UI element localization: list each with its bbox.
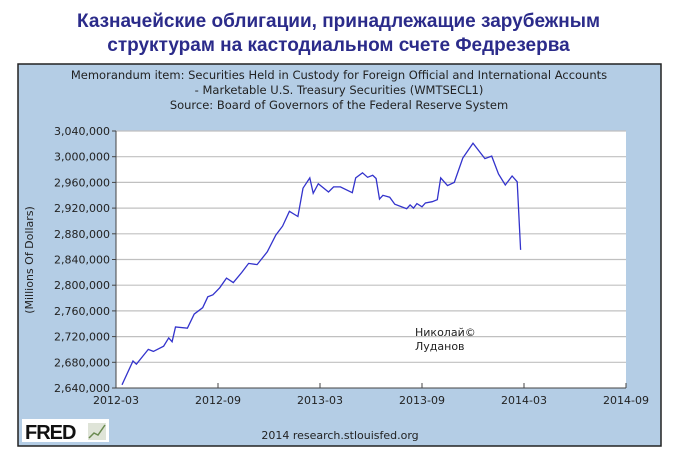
y-tick-label: 2,680,000: [54, 356, 110, 369]
annotation-line-1: Николай©: [415, 326, 476, 339]
page-title-line-1: Казначейские облигации, принадлежащие за…: [76, 11, 600, 32]
y-tick-label: 2,640,000: [54, 382, 110, 395]
x-tick-label: 2013-09: [399, 394, 445, 407]
y-tick-label: 2,800,000: [54, 279, 110, 292]
fred-logo[interactable]: FRED: [22, 419, 109, 444]
chart-title-line-1: Memorandum item: Securities Held in Cust…: [71, 68, 607, 82]
y-tick-label: 3,000,000: [54, 151, 110, 164]
y-tick-label: 2,920,000: [54, 202, 110, 215]
x-tick-label: 2012-03: [93, 394, 139, 407]
x-tick-label: 2014-03: [501, 394, 547, 407]
y-tick-label: 2,840,000: [54, 254, 110, 267]
page-title-line-2: структурам на кастодиальном счете Федрез…: [107, 35, 570, 56]
fred-logo-text: FRED: [25, 422, 76, 444]
y-tick-label: 2,880,000: [54, 228, 110, 241]
annotation-line-2: Луданов: [415, 340, 465, 353]
y-axis-label: (Millions Of Dollars): [23, 206, 36, 314]
chart-source: Source: Board of Governors of the Federa…: [170, 98, 508, 112]
y-tick-label: 2,760,000: [54, 305, 110, 318]
y-tick-label: 2,960,000: [54, 176, 110, 189]
x-tick-label: 2013-03: [297, 394, 343, 407]
y-tick-label: 3,040,000: [54, 125, 110, 138]
x-tick-label: 2014-09: [603, 394, 649, 407]
chart-graph-icon: [88, 423, 106, 440]
y-tick-label: 2,720,000: [54, 331, 110, 344]
footer-credit: 2014 research.stlouisfed.org: [261, 429, 418, 442]
series-line-wmtsecl1: [121, 142, 522, 386]
chart-title-line-2: - Marketable U.S. Treasury Securities (W…: [195, 83, 484, 97]
x-tick-label: 2012-09: [195, 394, 241, 407]
